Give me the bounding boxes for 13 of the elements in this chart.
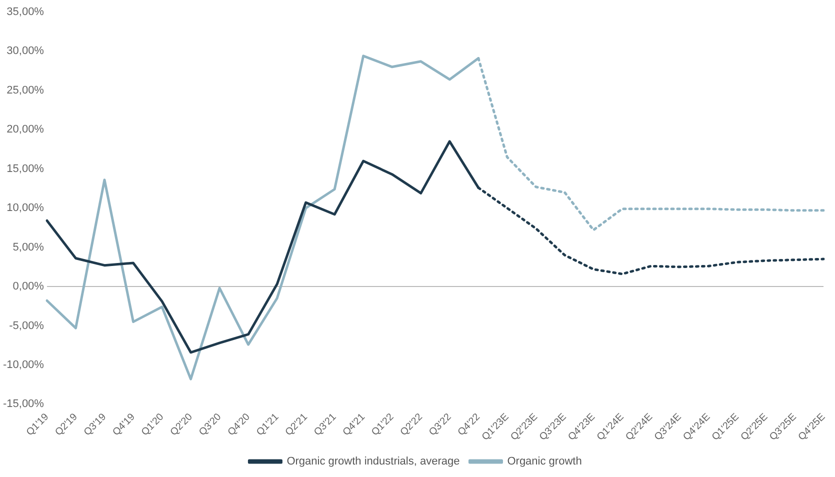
y-tick-label: -5,00% bbox=[9, 320, 44, 332]
y-tick-label: 0,00% bbox=[12, 280, 44, 293]
y-tick-label: 25,00% bbox=[6, 84, 44, 96]
y-tick-label: 5,00% bbox=[12, 241, 44, 254]
y-tick-label: 10,00% bbox=[6, 202, 44, 214]
legend-label: Organic growth bbox=[507, 456, 582, 468]
y-tick-label: -10,00% bbox=[2, 358, 44, 371]
y-tick-label: 35,00% bbox=[6, 6, 44, 18]
y-tick-label: 15,00% bbox=[6, 162, 44, 175]
y-tick-label: -15,00% bbox=[2, 398, 44, 410]
legend-label: Organic growth industrials, average bbox=[286, 456, 460, 468]
y-tick-label: 30,00% bbox=[6, 45, 44, 58]
y-tick-label: 20,00% bbox=[6, 124, 44, 136]
